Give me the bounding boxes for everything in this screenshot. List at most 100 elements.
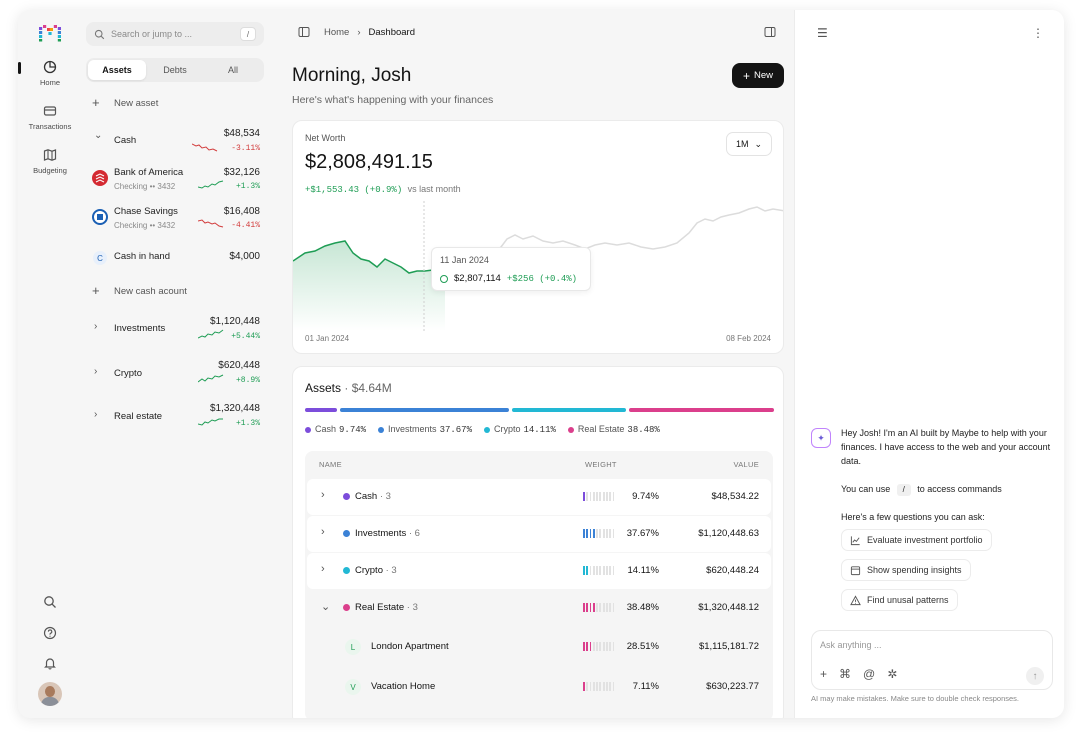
- credit-card-icon: [43, 106, 57, 116]
- group-real-estate[interactable]: › Real estate $1,320,448 +1.3%: [90, 403, 262, 433]
- tab-all[interactable]: All: [227, 65, 238, 75]
- ai-commands-hint: You can use / to access commands: [841, 482, 1053, 496]
- nav-transactions[interactable]: Transactions: [18, 104, 82, 131]
- page-subtitle: Here's what's happening with your financ…: [292, 94, 494, 106]
- search-input[interactable]: Search or jump to ... /: [86, 22, 264, 46]
- breadcrumb-home[interactable]: Home: [324, 26, 350, 38]
- allocation-bar-cash: [305, 408, 337, 412]
- nav-budgeting[interactable]: Budgeting: [18, 148, 82, 175]
- net-worth-line-chart[interactable]: [293, 201, 784, 331]
- chevron-right-icon[interactable]: ›: [321, 563, 325, 575]
- suggestion-label: Show spending insights: [867, 565, 962, 575]
- chevron-down-icon: ⌄: [754, 138, 763, 149]
- tooltip-row: $2,807,114 +$256 (+0.4%): [440, 273, 577, 284]
- chevron-right-icon[interactable]: ›: [321, 489, 325, 501]
- col-name: NAME: [319, 460, 342, 469]
- group-cash[interactable]: ⌄ Cash $48,534 -3.11%: [90, 128, 262, 160]
- group-investments[interactable]: › Investments $1,120,448 +5.44%: [90, 316, 262, 348]
- command-icon[interactable]: ⌘: [839, 667, 852, 681]
- net-worth-card: Net Worth $2,808,491.15 +$1,553.43 (+0.9…: [292, 120, 784, 354]
- account-change: -4.41%: [231, 221, 260, 230]
- cash-badge: C: [93, 251, 107, 265]
- row-value: $48,534.22: [711, 491, 759, 502]
- more-vertical-icon[interactable]: ⋮: [1032, 26, 1044, 40]
- maybe-logo[interactable]: [38, 24, 62, 42]
- chart-icon: [850, 535, 860, 545]
- account-cash-in-hand[interactable]: C Cash in hand $4,000: [90, 250, 262, 270]
- table-row[interactable]: › Cash · 3 9.74% $48,534.22: [307, 479, 771, 515]
- search-icon: [94, 29, 105, 39]
- suggestion-unusual-patterns[interactable]: Find unusal patterns: [841, 589, 958, 611]
- account-chase-savings[interactable]: Chase Savings Checking •• 3432 $16,408 -…: [90, 206, 262, 236]
- assets-table: NAME WEIGHT VALUE › Cash · 3 9.74% $48,5…: [305, 451, 773, 718]
- allocation-bar-investments: [340, 408, 509, 412]
- plus-icon: +: [92, 283, 100, 298]
- color-dot: [343, 493, 350, 500]
- table-row[interactable]: › Investments · 6 37.67% $1,120,448.63: [307, 516, 771, 552]
- commands-key: /: [896, 484, 911, 496]
- table-sub-row[interactable]: V Vacation Home 7.11% $630,223.77: [307, 667, 771, 707]
- new-asset-label: New asset: [114, 98, 159, 109]
- notifications-button[interactable]: [18, 656, 82, 670]
- profile-button[interactable]: [18, 682, 82, 706]
- table-row[interactable]: › Crypto · 3 14.11% $620,448.24: [307, 553, 771, 589]
- tab-assets[interactable]: Assets: [88, 60, 146, 80]
- chevron-down-icon[interactable]: ⌄: [321, 601, 331, 613]
- group-label: Investments: [114, 323, 166, 334]
- menu-icon[interactable]: ☰: [817, 26, 828, 40]
- search-placeholder: Search or jump to ...: [111, 29, 193, 39]
- right-panel-toggle-icon[interactable]: [764, 26, 776, 38]
- asset-badge: V: [345, 679, 361, 695]
- account-bank-of-america[interactable]: Bank of America Checking •• 3432 $32,126…: [90, 167, 262, 197]
- weight-bar: [583, 642, 615, 651]
- assets-total-separator: ·: [344, 381, 352, 395]
- new-asset-button[interactable]: + New asset: [90, 95, 262, 112]
- net-worth-label: Net Worth: [305, 133, 346, 143]
- warning-icon: [850, 594, 861, 605]
- nav-budgeting-label: Budgeting: [33, 166, 67, 175]
- account-sub: Checking •• 3432: [114, 221, 176, 230]
- sub-row-value: $630,223.77: [706, 681, 759, 692]
- suggestion-label: Evaluate investment portfolio: [867, 535, 983, 545]
- table-sub-row[interactable]: L London Apartment 28.51% $1,115,181.72: [307, 627, 771, 667]
- legend-real-estate: Real Estate 38.48%: [567, 424, 660, 435]
- tab-debts[interactable]: Debts: [163, 65, 187, 75]
- group-label: Real estate: [114, 411, 163, 422]
- new-button-label: New: [754, 70, 774, 81]
- color-dot: [343, 604, 350, 611]
- chevron-right-icon[interactable]: ›: [321, 526, 325, 538]
- new-cash-account-button[interactable]: + New cash acount: [90, 283, 262, 300]
- group-crypto[interactable]: › Crypto $620,448 +8.9%: [90, 360, 262, 390]
- period-value: 1M: [735, 139, 749, 149]
- group-label: Crypto: [114, 368, 142, 379]
- sidebar-toggle-icon[interactable]: [298, 26, 310, 38]
- nav-rail: Home Transactions Budgeting: [18, 10, 82, 718]
- at-icon[interactable]: @: [863, 667, 876, 681]
- account-name: Chase Savings: [114, 206, 178, 217]
- chart-tooltip: 11 Jan 2024 $2,807,114 +$256 (+0.4%): [431, 247, 591, 291]
- table-row-expanded[interactable]: ⌄ Real Estate · 3 38.48% $1,320,448.12: [307, 590, 771, 626]
- send-button[interactable]: ↑: [1026, 667, 1044, 685]
- plus-icon[interactable]: +: [820, 667, 828, 681]
- group-cash-amount: $48,534: [223, 128, 260, 139]
- chat-input[interactable]: Ask anything ... + ⌘ @ ✲ ↑: [811, 630, 1053, 690]
- row-name: Investments · 6: [355, 528, 420, 539]
- chart-end-date: 08 Feb 2024: [726, 334, 771, 343]
- nav-home[interactable]: Home: [18, 60, 82, 87]
- group-cash-change: -3.11%: [231, 144, 260, 153]
- nav-transactions-label: Transactions: [28, 122, 72, 131]
- help-button[interactable]: [18, 626, 82, 640]
- suggestion-evaluate-portfolio[interactable]: Evaluate investment portfolio: [841, 529, 992, 551]
- ai-avatar-icon: ✦: [811, 428, 831, 448]
- row-weight: 9.74%: [632, 491, 659, 502]
- allocation-bar-real-estate: [629, 408, 774, 412]
- suggestion-spending-insights[interactable]: Show spending insights: [841, 559, 971, 581]
- period-select[interactable]: 1M ⌄: [726, 132, 772, 156]
- new-button[interactable]: + New: [732, 63, 784, 88]
- sparkle-icon[interactable]: ✲: [887, 667, 898, 681]
- group-change: +5.44%: [231, 332, 260, 341]
- new-cash-label: New cash acount: [114, 286, 187, 297]
- help-icon: [43, 626, 57, 640]
- search-button[interactable]: [18, 595, 82, 609]
- account-name: Bank of America: [114, 167, 184, 178]
